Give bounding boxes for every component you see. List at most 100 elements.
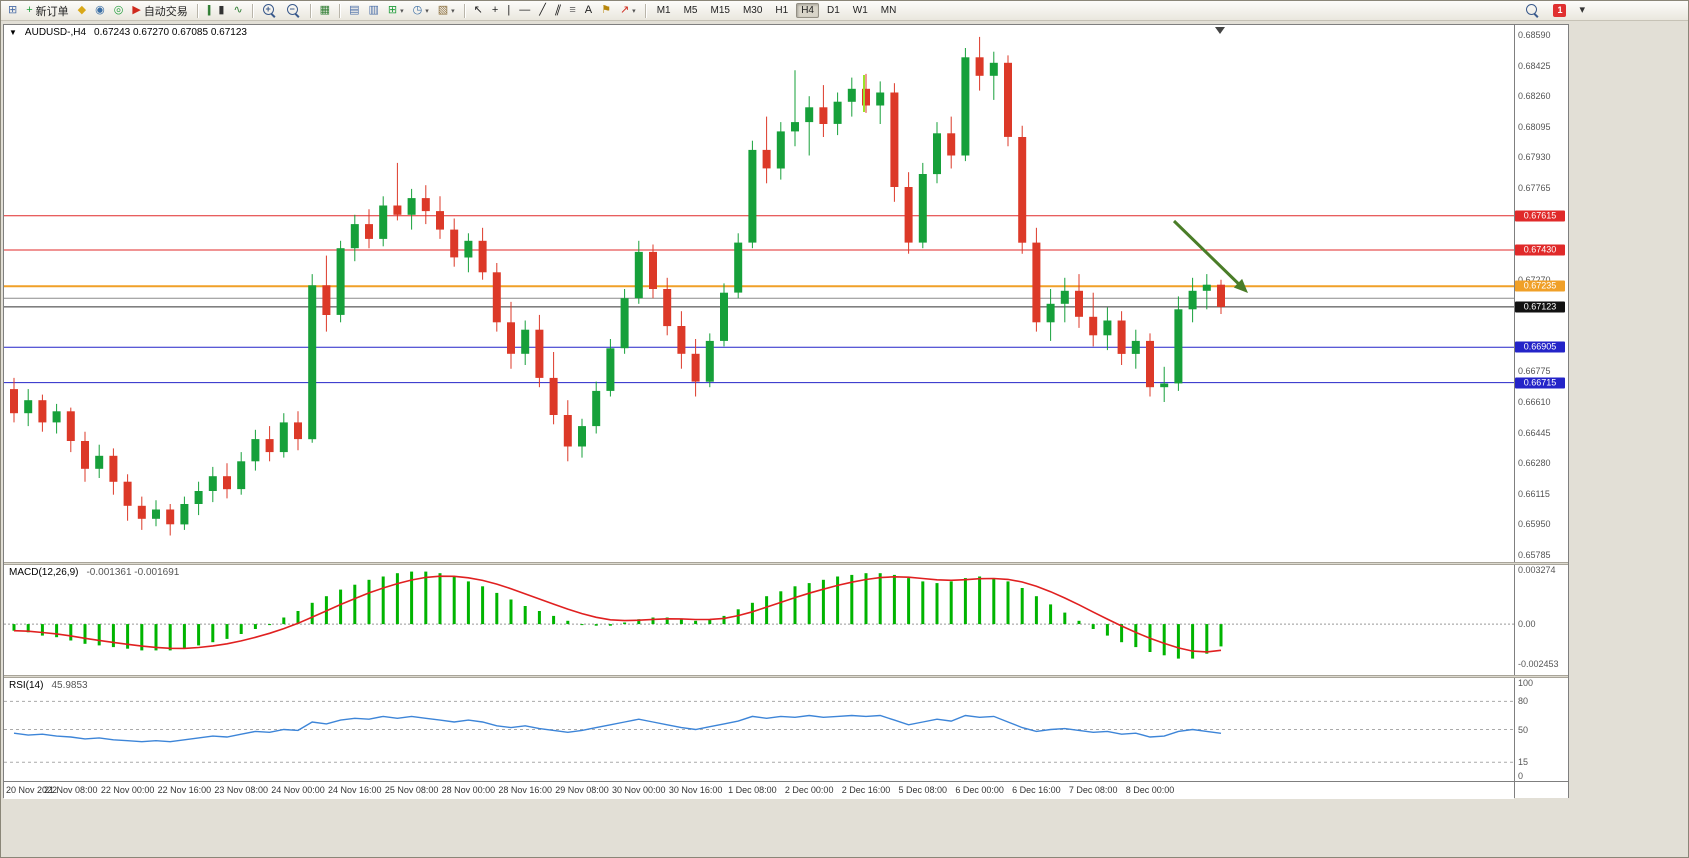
rsi-plot[interactable]: [4, 678, 1514, 781]
price-tick: 0.65785: [1518, 550, 1551, 560]
timeframe-w1-button[interactable]: W1: [852, 5, 868, 16]
fibonacci-tool[interactable]: ≡: [565, 1, 579, 20]
community-icon[interactable]: ◉: [91, 1, 109, 20]
macd-plot[interactable]: [4, 565, 1514, 675]
chevron-down-icon: ▾: [632, 7, 636, 15]
ohlc-values: 0.67243 0.67270 0.67085 0.67123: [94, 27, 247, 38]
price-badge: 0.67123: [1515, 301, 1565, 313]
time-label: 25 Nov 08:00: [384, 785, 439, 795]
rsi-tick: 50: [1518, 724, 1529, 735]
rsi-label: RSI(14): [9, 680, 44, 691]
macd-tick: 0.003274: [1518, 565, 1556, 576]
profiles-icon-glyph: ◆: [77, 4, 87, 16]
chart-shift-marker: [1215, 27, 1225, 34]
zoom-out-icon[interactable]: −: [282, 1, 305, 20]
time-label: 6 Dec 16:00: [1012, 785, 1061, 795]
price-tick: 0.67765: [1518, 182, 1551, 193]
macd-panel[interactable]: MACD(12,26,9) -0.001361 -0.001691 0.0032…: [4, 565, 1568, 675]
periods-dropdown[interactable]: ◷ ▾: [409, 1, 433, 20]
tile-windows-icon[interactable]: ▦: [316, 1, 334, 20]
indicators-window-icon[interactable]: ▥: [364, 1, 382, 20]
panel-splitter[interactable]: [4, 562, 1568, 565]
vertical-line-tool[interactable]: |: [503, 1, 514, 20]
time-label: 5 Dec 08:00: [898, 785, 948, 795]
templates-dropdown[interactable]: ▧ ▾: [434, 1, 459, 20]
rsi-title: RSI(14) 45.9853: [9, 680, 88, 691]
symbol-period-label: AUDUSD-,H4: [24, 27, 87, 38]
timeframe-h1-button[interactable]: H1: [775, 5, 789, 16]
candlestick-chart-icon-glyph: ▮: [218, 4, 225, 16]
new-order-button-glyph: +: [26, 4, 33, 16]
channel-tool-glyph: ∥: [553, 4, 563, 16]
new-order-button[interactable]: + 新订单: [22, 1, 72, 20]
profiles-icon[interactable]: ◆: [74, 1, 90, 20]
toolbar-separator: [196, 3, 198, 18]
new-order-button-label: 新订单: [35, 5, 69, 18]
label-tool[interactable]: ⚑: [597, 1, 615, 20]
timeframe-d1-button[interactable]: D1: [827, 5, 840, 16]
cursor-tool-glyph: ↖: [473, 4, 483, 16]
channel-tool[interactable]: ∥: [551, 1, 565, 20]
bar-chart-icon[interactable]: |||: [203, 1, 214, 20]
crosshair-tool[interactable]: +: [488, 1, 502, 20]
chart-expand-icon[interactable]: ▼: [9, 28, 17, 37]
time-label: 28 Nov 16:00: [498, 785, 552, 795]
timeframe-m30-button[interactable]: M30: [742, 5, 763, 16]
new-chart-icon[interactable]: ⊞: [4, 1, 21, 20]
indicators-window-icon-glyph: ▥: [368, 4, 379, 16]
cursor-tool[interactable]: ↖: [470, 1, 487, 20]
chevron-down-icon: ▾: [400, 7, 404, 15]
price-tick: 0.65950: [1518, 519, 1551, 530]
price-badge: 0.67235: [1515, 280, 1565, 292]
price-tick: 0.67270: [1518, 274, 1551, 285]
panel-splitter[interactable]: [4, 675, 1568, 678]
timeframe-mn-button[interactable]: MN: [880, 5, 897, 16]
arrow-annotation[interactable]: [1172, 219, 1242, 288]
trendline-tool[interactable]: ╱: [535, 1, 550, 20]
price-tick: 0.66280: [1518, 458, 1551, 469]
search-icon[interactable]: [1521, 1, 1544, 20]
price-tick: 0.66115: [1518, 488, 1550, 499]
price-tick: 0.66610: [1518, 397, 1551, 407]
text-tool[interactable]: A: [581, 1, 596, 20]
timeframe-h4-button[interactable]: H4: [796, 3, 819, 18]
autotrading-button[interactable]: ▶ 自动交易: [128, 1, 191, 20]
price-tick: 0.68590: [1518, 30, 1551, 40]
zoom-in-icon[interactable]: +: [258, 1, 281, 20]
horizontal-line-tool[interactable]: —: [515, 1, 534, 20]
candlestick-chart-icon[interactable]: ▮: [214, 1, 228, 20]
time-label: 24 Nov 00:00: [271, 785, 325, 795]
toolbar-overflow-icon[interactable]: ▾: [1575, 1, 1589, 20]
price-tick: 0.66445: [1518, 427, 1551, 438]
market-data-icon[interactable]: ◎: [110, 1, 128, 20]
macd-axis[interactable]: 0.003274 0.00 -0.002453: [1514, 565, 1568, 675]
time-label: 30 Nov 00:00: [612, 785, 666, 795]
arrow-annotation-head[interactable]: [1233, 278, 1248, 293]
timeframe-m1-button[interactable]: M1: [656, 5, 671, 16]
community-icon-glyph: ◉: [95, 4, 105, 16]
toolbar-separator: [251, 3, 253, 18]
rsi-value: 45.9853: [51, 680, 88, 691]
rsi-axis[interactable]: 100 80 50 15 0: [1514, 678, 1568, 781]
price-plot[interactable]: [4, 25, 1514, 562]
line-chart-icon[interactable]: ∿: [229, 1, 246, 20]
timeframe-m15-button[interactable]: M15: [710, 5, 730, 16]
price-badge: 0.67615: [1515, 210, 1565, 222]
candles-layer: [10, 36, 1225, 536]
macd-title: MACD(12,26,9) -0.001361 -0.001691: [9, 567, 179, 578]
new-chart-dropdown[interactable]: ⊞ ▾: [384, 1, 408, 20]
arrange-windows-icon[interactable]: ▤: [345, 1, 363, 20]
arrows-dropdown[interactable]: ↗ ▾: [616, 1, 640, 20]
time-label: 2 Dec 00:00: [784, 785, 834, 795]
autotrading-button-label: 自动交易: [143, 5, 188, 18]
rsi-panel[interactable]: RSI(14) 45.9853 100 80 50 15 0: [4, 678, 1568, 781]
price-chart-panel[interactable]: ▼ AUDUSD-,H4 0.67243 0.67270 0.67085 0.6…: [4, 25, 1568, 562]
rsi-tick: 15: [1518, 757, 1529, 768]
timeframe-m5-button[interactable]: M5: [683, 5, 698, 16]
macd-histogram: [12, 571, 1223, 659]
price-axis[interactable]: 0.68590 0.68425 0.68260 0.68095 0.67930 0.677…: [1514, 25, 1568, 562]
toolbar-items: ⊞ + 新订单 ◆ ◉ ◎ ▶ 自动交易 ||| ▮ ∿ + − ▦ ▤ ▥ ⊞ ▾ ◷ ▾ ▧ ▾ ↖ + | — ╱ ∥ ≡ A ⚑ ↗ ▾…: [4, 1, 902, 20]
time-axis[interactable]: 20 Nov 2022 21 Nov 08:00 22 Nov 00:00 22 No…: [4, 781, 1514, 799]
notifications-badge[interactable]: 1: [1549, 1, 1570, 20]
rsi-tick: 100: [1518, 678, 1534, 688]
